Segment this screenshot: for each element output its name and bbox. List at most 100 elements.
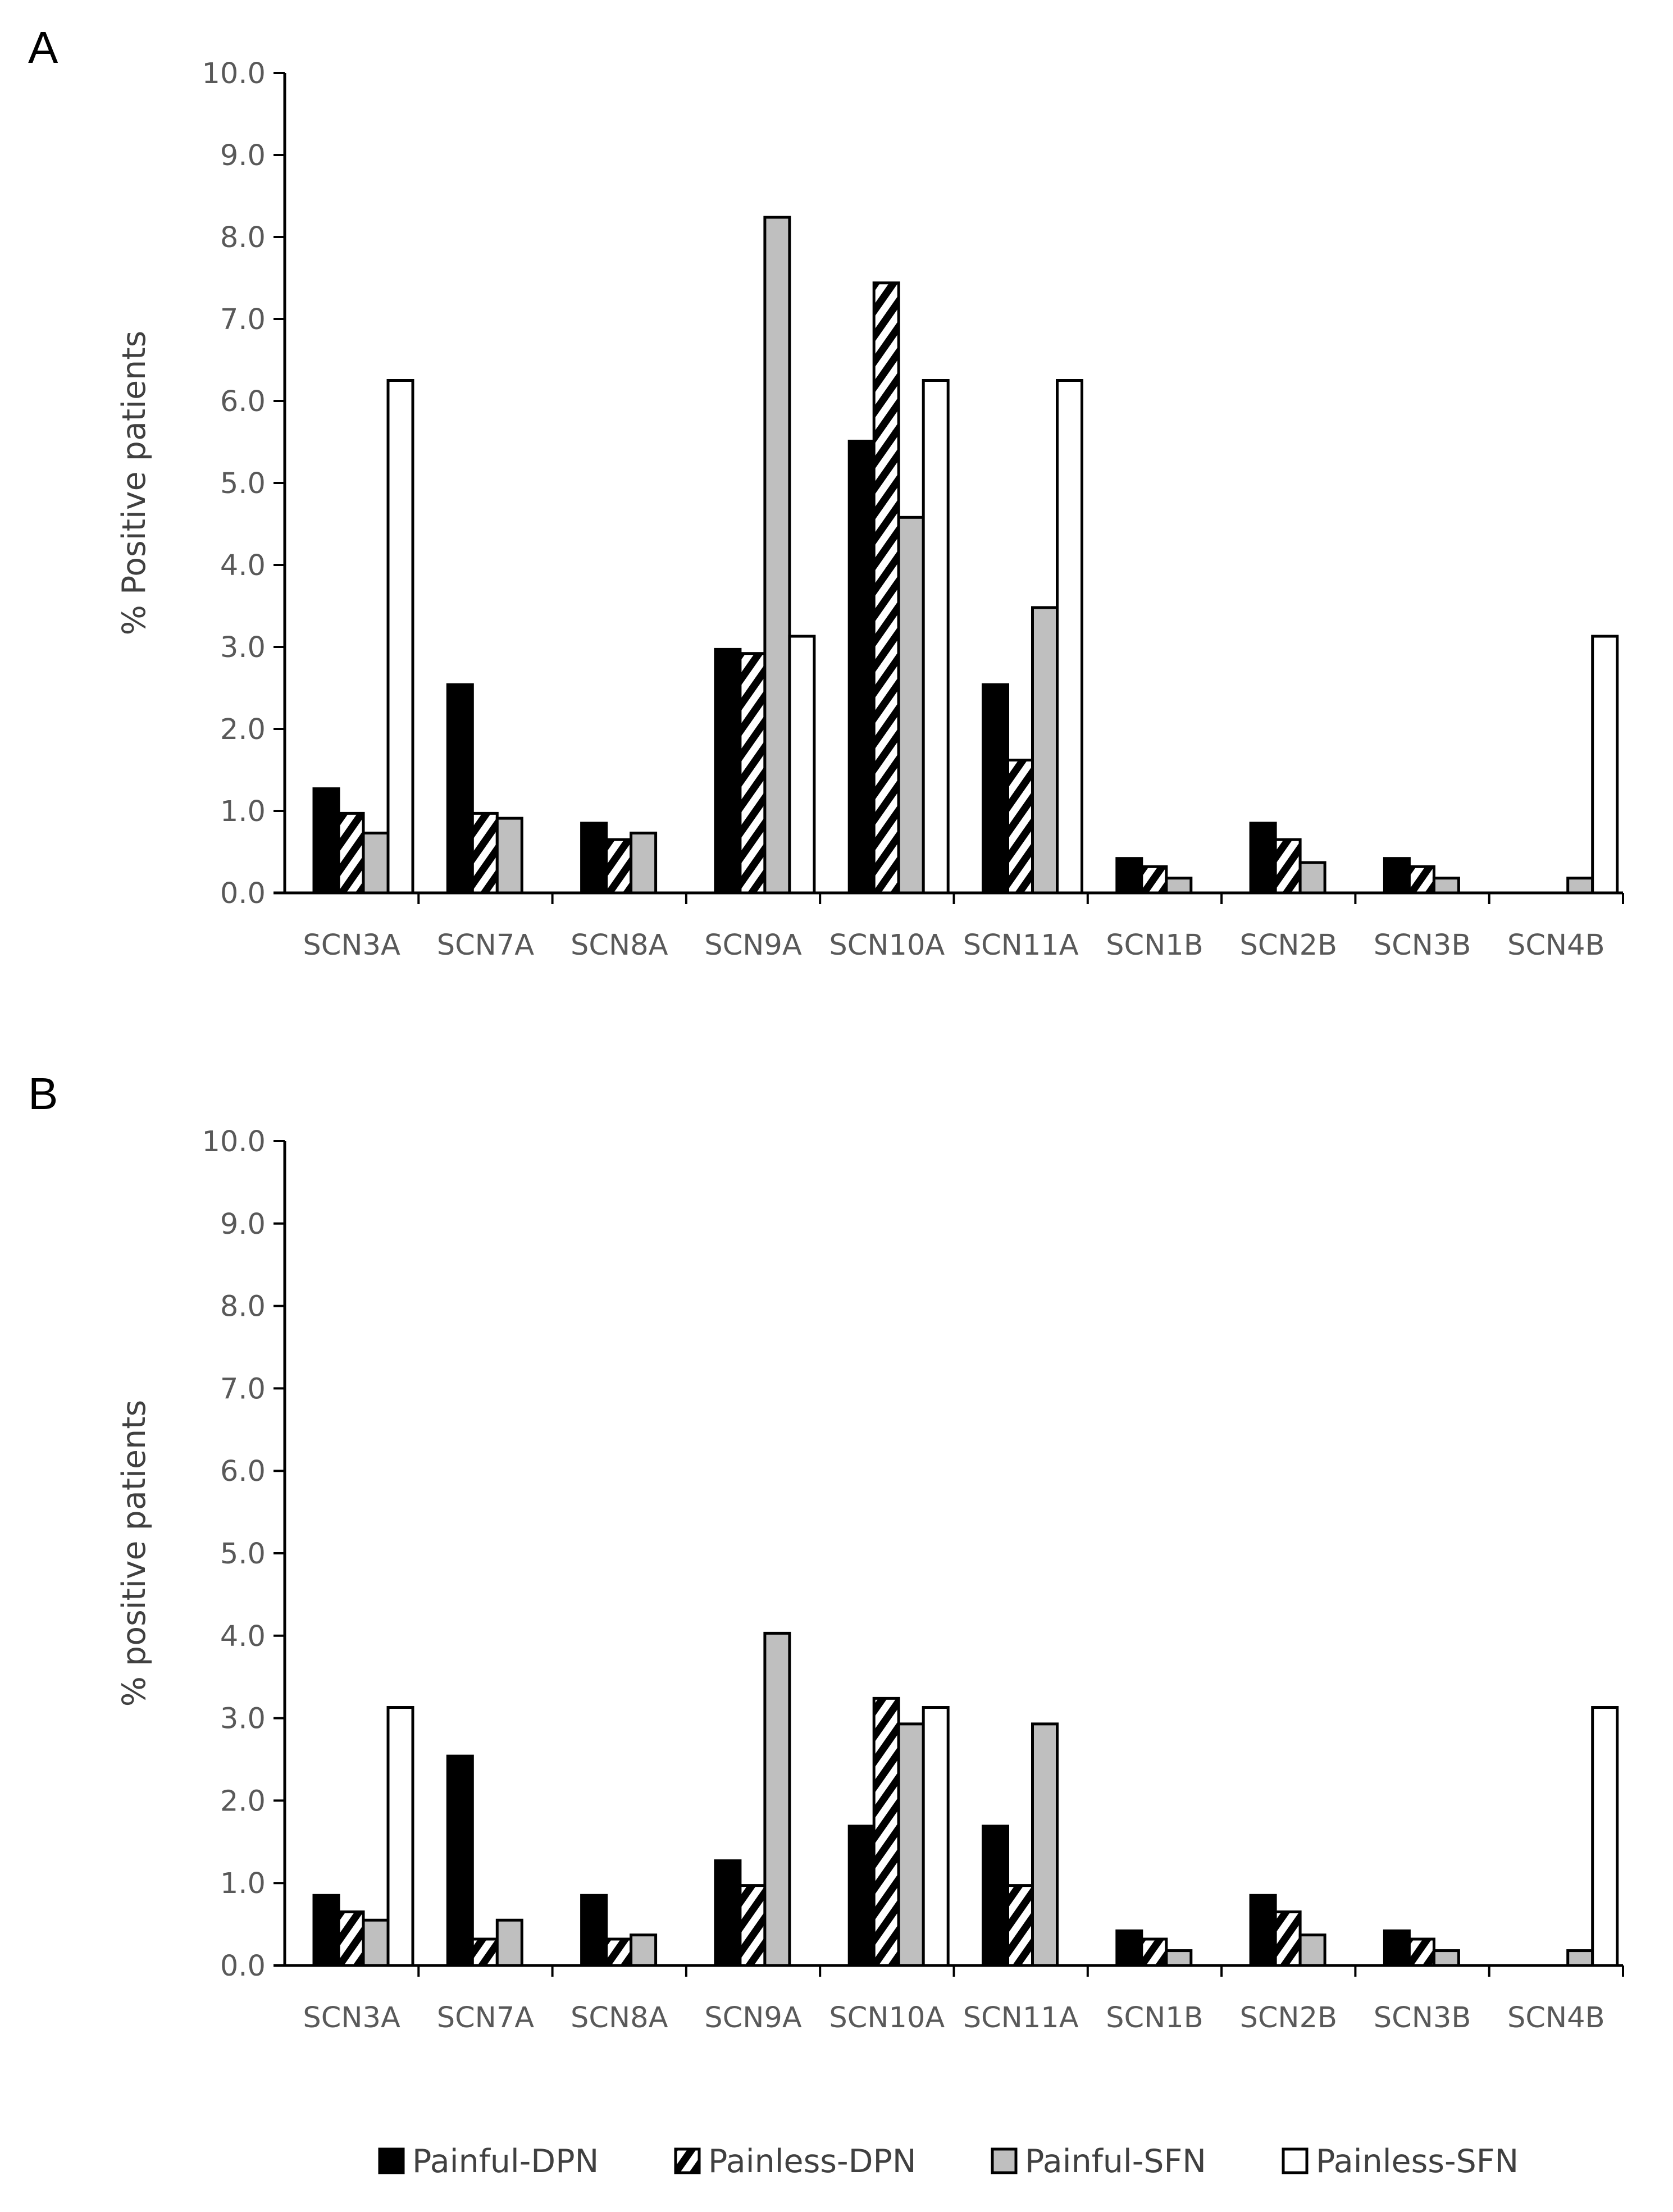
bar-painful-dpn-scn11a <box>982 683 1009 895</box>
y-tick-label: 7.0 <box>220 1372 266 1406</box>
bar-painful-sfn-scn4b <box>1566 1949 1594 1967</box>
bar-painless-sfn-scn10a <box>922 1706 950 1967</box>
bar-painful-sfn-scn8a <box>630 1933 658 1967</box>
x-tick-label: SCN3A <box>303 929 400 962</box>
bar-painful-dpn-scn3a <box>312 787 340 895</box>
x-tick-label: SCN10A <box>829 2001 945 2035</box>
bar-painless-dpn-scn1b <box>1140 865 1168 895</box>
x-tick-label: SCN11A <box>963 2001 1079 2035</box>
x-tick-label: SCN10A <box>829 929 945 962</box>
legend-swatch-painful-dpn <box>378 2147 405 2174</box>
bar-painless-sfn-scn4b <box>1591 1706 1619 1967</box>
bar-painless-dpn-scn11a <box>1006 1884 1034 1967</box>
y-tick-label: 7.0 <box>220 303 266 336</box>
x-tick-label: SCN3B <box>1374 2001 1471 2035</box>
bar-painful-dpn-scn3b <box>1383 1929 1411 1967</box>
x-tick-label: SCN9A <box>704 929 802 962</box>
legend-swatch-painless-sfn <box>1282 2147 1309 2174</box>
y-tick-label: 6.0 <box>220 1455 266 1488</box>
x-tick-label: SCN4B <box>1507 2001 1605 2035</box>
legend-swatch-painful-sfn <box>991 2147 1018 2174</box>
bar-painless-dpn-scn3a <box>337 1910 365 1967</box>
bar-painless-dpn-scn9a <box>739 1884 767 1967</box>
y-axis-label: % Positive patients <box>116 331 153 636</box>
bar-painful-dpn-scn8a <box>580 1894 608 1967</box>
bar-painless-dpn-scn7a <box>471 1937 499 1967</box>
bar-painless-dpn-scn2b <box>1274 1910 1302 1967</box>
x-tick-label: SCN2B <box>1239 2001 1337 2035</box>
x-tick-label: SCN7A <box>437 2001 535 2035</box>
y-tick-label: 3.0 <box>220 631 266 664</box>
bar-painless-dpn-scn7a <box>471 811 499 895</box>
bar-painless-dpn-scn2b <box>1274 838 1302 895</box>
bar-painful-dpn-scn7a <box>446 1754 474 1967</box>
bar-painful-sfn-scn11a <box>1031 606 1059 895</box>
bar-painful-sfn-scn7a <box>495 817 523 895</box>
y-tick-label: 10.0 <box>202 1125 266 1159</box>
y-tick-label: 9.0 <box>220 139 266 172</box>
bar-painful-dpn-scn3b <box>1383 857 1411 895</box>
y-tick-label: 8.0 <box>220 221 266 254</box>
legend-label-painful-sfn: Painful-SFN <box>1025 2143 1206 2180</box>
y-tick-label: 9.0 <box>220 1208 266 1241</box>
panel-label: B <box>28 1069 58 1119</box>
legend: Painful-DPN Painless-DPN Painful-SFN Painle… <box>378 2143 1519 2180</box>
bar-painful-dpn-scn2b <box>1249 822 1277 895</box>
bar-painful-sfn-scn4b <box>1566 877 1594 895</box>
bar-painful-dpn-scn9a <box>714 1859 742 1967</box>
bar-painful-dpn-scn7a <box>446 683 474 895</box>
y-tick-label: 0.0 <box>220 877 266 910</box>
bar-painless-dpn-scn11a <box>1006 758 1034 895</box>
bar-painful-sfn-scn2b <box>1298 861 1326 895</box>
y-tick-label: 4.0 <box>220 1620 266 1653</box>
bar-painful-sfn-scn7a <box>495 1918 523 1967</box>
bar-painless-dpn-scn10a <box>872 281 900 895</box>
bar-painless-dpn-scn10a <box>872 1696 900 1967</box>
bar-painful-sfn-scn3b <box>1432 877 1460 895</box>
bar-painful-sfn-scn11a <box>1031 1722 1059 1967</box>
x-tick-label: SCN7A <box>437 929 535 962</box>
bar-painless-dpn-scn3a <box>337 811 365 895</box>
bar-painful-sfn-scn9a <box>763 216 791 895</box>
bar-painful-dpn-scn3a <box>312 1894 340 1967</box>
x-tick-label: SCN1B <box>1106 929 1204 962</box>
y-tick-label: 2.0 <box>220 1785 266 1818</box>
y-tick-label: 5.0 <box>220 1538 266 1571</box>
y-axis-label: % positive patients <box>116 1400 153 1707</box>
bar-painless-sfn-scn4b <box>1591 635 1619 895</box>
bar-painful-sfn-scn3a <box>362 1918 390 1967</box>
bar-painful-sfn-scn10a <box>897 516 925 895</box>
y-tick-label: 3.0 <box>220 1703 266 1736</box>
x-tick-label: SCN9A <box>704 2001 802 2035</box>
bar-painful-dpn-scn8a <box>580 822 608 895</box>
bar-painless-sfn-scn11a <box>1056 379 1083 895</box>
y-tick-label: 2.0 <box>220 713 266 746</box>
x-tick-label: SCN1B <box>1106 2001 1204 2035</box>
x-tick-label: SCN3B <box>1374 929 1471 962</box>
bar-painful-sfn-scn10a <box>897 1722 925 1967</box>
chart-panel-b: B 0.0 1.0 2.0 3.0 4.0 5.0 6.0 7.0 8.0 9.0 10.0 % pos… <box>28 1069 1624 2035</box>
legend-swatch-painless-dpn <box>674 2147 701 2174</box>
bar-painless-dpn-scn1b <box>1140 1937 1168 1967</box>
y-tick-label: 1.0 <box>220 1867 266 1900</box>
y-tick-label: 0.0 <box>220 1950 266 1983</box>
x-tick-label: SCN11A <box>963 929 1079 962</box>
bar-painless-sfn-scn10a <box>922 379 950 895</box>
bar-painless-sfn-scn9a <box>788 635 816 895</box>
panel-label: A <box>28 22 58 72</box>
bar-painless-dpn-scn9a <box>739 652 767 895</box>
bar-painful-dpn-scn10a <box>847 1825 876 1967</box>
bar-painless-dpn-scn3b <box>1407 1937 1435 1967</box>
x-tick-label: SCN2B <box>1239 929 1337 962</box>
bar-painless-dpn-scn8a <box>605 838 633 895</box>
x-tick-label: SCN8A <box>571 2001 668 2035</box>
bar-painless-dpn-scn8a <box>605 1937 633 1967</box>
x-tick-label: SCN4B <box>1507 929 1605 962</box>
legend-label-painless-dpn: Painless-DPN <box>708 2143 916 2180</box>
x-tick-label: SCN8A <box>571 929 668 962</box>
bar-painful-sfn-scn2b <box>1298 1933 1326 1967</box>
bar-painful-dpn-scn9a <box>714 647 742 895</box>
bar-painful-sfn-scn1b <box>1165 1949 1193 1967</box>
bar-painful-dpn-scn10a <box>847 440 876 895</box>
